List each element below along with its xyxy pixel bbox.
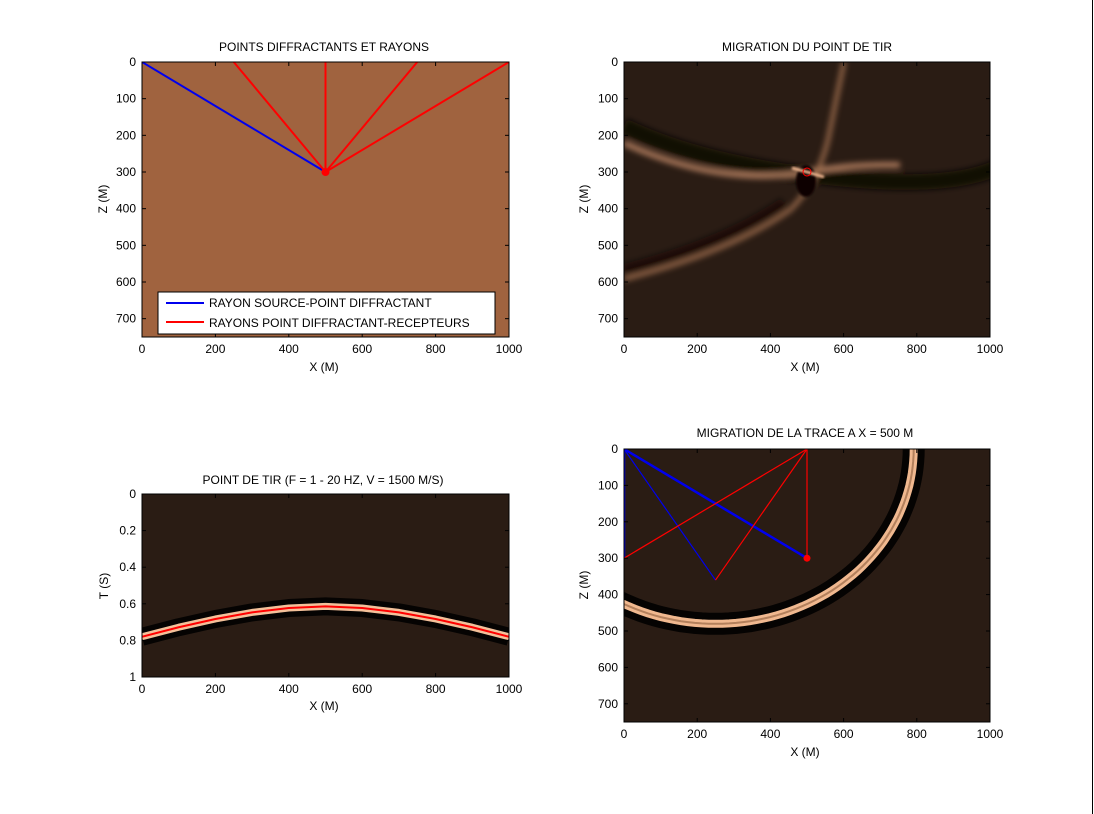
x-tick-label: 200 <box>205 682 225 696</box>
x-tick-label: 800 <box>426 342 446 356</box>
x-tick-label: 400 <box>279 342 299 356</box>
plot-frame <box>141 61 510 338</box>
x-axis-label: X (M) <box>790 745 819 759</box>
x-tick-label: 600 <box>352 342 372 356</box>
legend-label-source-ray: RAYON SOURCE-POINT DIFFRACTANT <box>209 296 432 310</box>
x-axis-label: X (M) <box>309 699 338 713</box>
x-tick-label: 0 <box>621 342 628 356</box>
y-tick-label: 0 <box>611 442 618 456</box>
legend: RAYON SOURCE-POINT DIFFRACTANT RAYONS PO… <box>157 291 496 335</box>
y-tick-label: 300 <box>598 165 618 179</box>
x-tick-label: 600 <box>834 342 854 356</box>
y-tick-label: 0.8 <box>119 633 136 647</box>
x-tick-label: 800 <box>907 727 927 741</box>
y-tick-label: 700 <box>598 312 618 326</box>
receiver-ray <box>232 62 327 173</box>
y-tick-label: 300 <box>598 551 618 565</box>
focus-bright-streak <box>791 166 825 179</box>
y-tick-label: 200 <box>598 128 618 142</box>
x-tick-label: 400 <box>279 682 299 696</box>
x-tick-label: 400 <box>760 342 780 356</box>
legend-label-receiver-rays: RAYONS POINT DIFFRACTANT-RECEPTEURS <box>209 316 470 330</box>
y-tick-label: 600 <box>116 275 136 289</box>
x-tick-label: 0 <box>139 682 146 696</box>
y-tick-label: 500 <box>598 238 618 252</box>
x-tick-label: 0 <box>139 342 146 356</box>
x-tick-label: 1000 <box>496 682 523 696</box>
y-tick-label: 500 <box>116 238 136 252</box>
panel-trace-migration: MIGRATION DE LA TRACE A X = 500 M 0 200 40… <box>577 426 1004 759</box>
window-edge <box>1092 0 1093 814</box>
event-pick-curve <box>142 605 509 638</box>
x-tick-label: 800 <box>426 682 446 696</box>
plot-frame <box>623 448 991 723</box>
y-tick-label: 0.4 <box>119 560 136 574</box>
y-tick-label: 0 <box>129 487 136 501</box>
x-tick-label: 1000 <box>496 342 523 356</box>
y-tick-label: 100 <box>598 478 618 492</box>
panel-title: MIGRATION DU POINT DE TIR <box>722 40 892 54</box>
y-tick-label: 200 <box>116 128 136 142</box>
panel-rays: POINTS DIFFRACTANTS ET RAYONS 0 200 400 600… <box>96 40 523 374</box>
x-tick-label: 600 <box>352 682 372 696</box>
y-tick-label: 600 <box>598 660 618 674</box>
y-tick-label: 100 <box>116 92 136 106</box>
x-tick-label: 200 <box>687 727 707 741</box>
receiver-ray <box>624 449 808 559</box>
x-axis-label: X (M) <box>790 360 819 374</box>
panel-title: MIGRATION DE LA TRACE A X = 500 M <box>697 426 914 440</box>
x-tick-label: 0 <box>621 727 628 741</box>
x-tick-label: 200 <box>687 342 707 356</box>
x-tick-label: 1000 <box>977 342 1004 356</box>
y-tick-label: 200 <box>598 515 618 529</box>
plot-frame <box>141 493 510 678</box>
receiver-ray <box>324 62 509 173</box>
legend-box <box>157 291 496 335</box>
receiver-ray <box>324 62 419 173</box>
y-tick-label: 400 <box>116 202 136 216</box>
diffractor-point <box>321 168 330 176</box>
y-tick-label: 300 <box>116 165 136 179</box>
x-tick-label: 400 <box>760 727 780 741</box>
panel-shot-gather: POINT DE TIR (F = 1 - 20 HZ, V = 1500 M/… <box>97 473 523 713</box>
panel-title: POINTS DIFFRACTANTS ET RAYONS <box>219 40 429 54</box>
y-tick-label: 500 <box>598 624 618 638</box>
y-tick-label: 700 <box>598 697 618 711</box>
y-tick-label: 1 <box>129 670 136 684</box>
y-axis-label: Z (M) <box>577 571 591 600</box>
x-tick-label: 1000 <box>977 727 1004 741</box>
plot-frame <box>623 61 991 338</box>
y-tick-label: 0.2 <box>119 524 136 538</box>
image-background <box>624 62 990 337</box>
y-axis-label: Z (M) <box>96 185 110 214</box>
source-ray <box>142 62 327 173</box>
migration-smile-ellipse <box>624 62 990 282</box>
y-tick-label: 100 <box>598 92 618 106</box>
y-tick-label: 400 <box>598 588 618 602</box>
y-tick-label: 0 <box>129 55 136 69</box>
isochron-core <box>624 449 915 625</box>
diffractor-marker <box>802 167 812 177</box>
y-tick-label: 700 <box>116 312 136 326</box>
x-tick-label: 600 <box>834 727 854 741</box>
y-axis-label: T (S) <box>97 573 111 599</box>
y-tick-label: 600 <box>598 275 618 289</box>
gather-background <box>142 494 509 677</box>
receiver-ray <box>715 449 808 581</box>
y-tick-label: 0.6 <box>119 597 136 611</box>
y-tick-label: 0 <box>611 55 618 69</box>
x-tick-label: 200 <box>205 342 225 356</box>
y-tick-label: 400 <box>598 202 618 216</box>
diffractor-point <box>803 554 811 562</box>
x-tick-label: 800 <box>907 342 927 356</box>
x-axis-label: X (M) <box>309 360 338 374</box>
y-axis-label: Z (M) <box>577 185 591 214</box>
source-ray <box>624 449 716 581</box>
panel-shot-migration: MIGRATION DU POINT DE TIR 0 200 400 600 800 1… <box>577 40 1004 374</box>
panel-title: POINT DE TIR (F = 1 - 20 HZ, V = 1500 M/… <box>203 473 444 487</box>
